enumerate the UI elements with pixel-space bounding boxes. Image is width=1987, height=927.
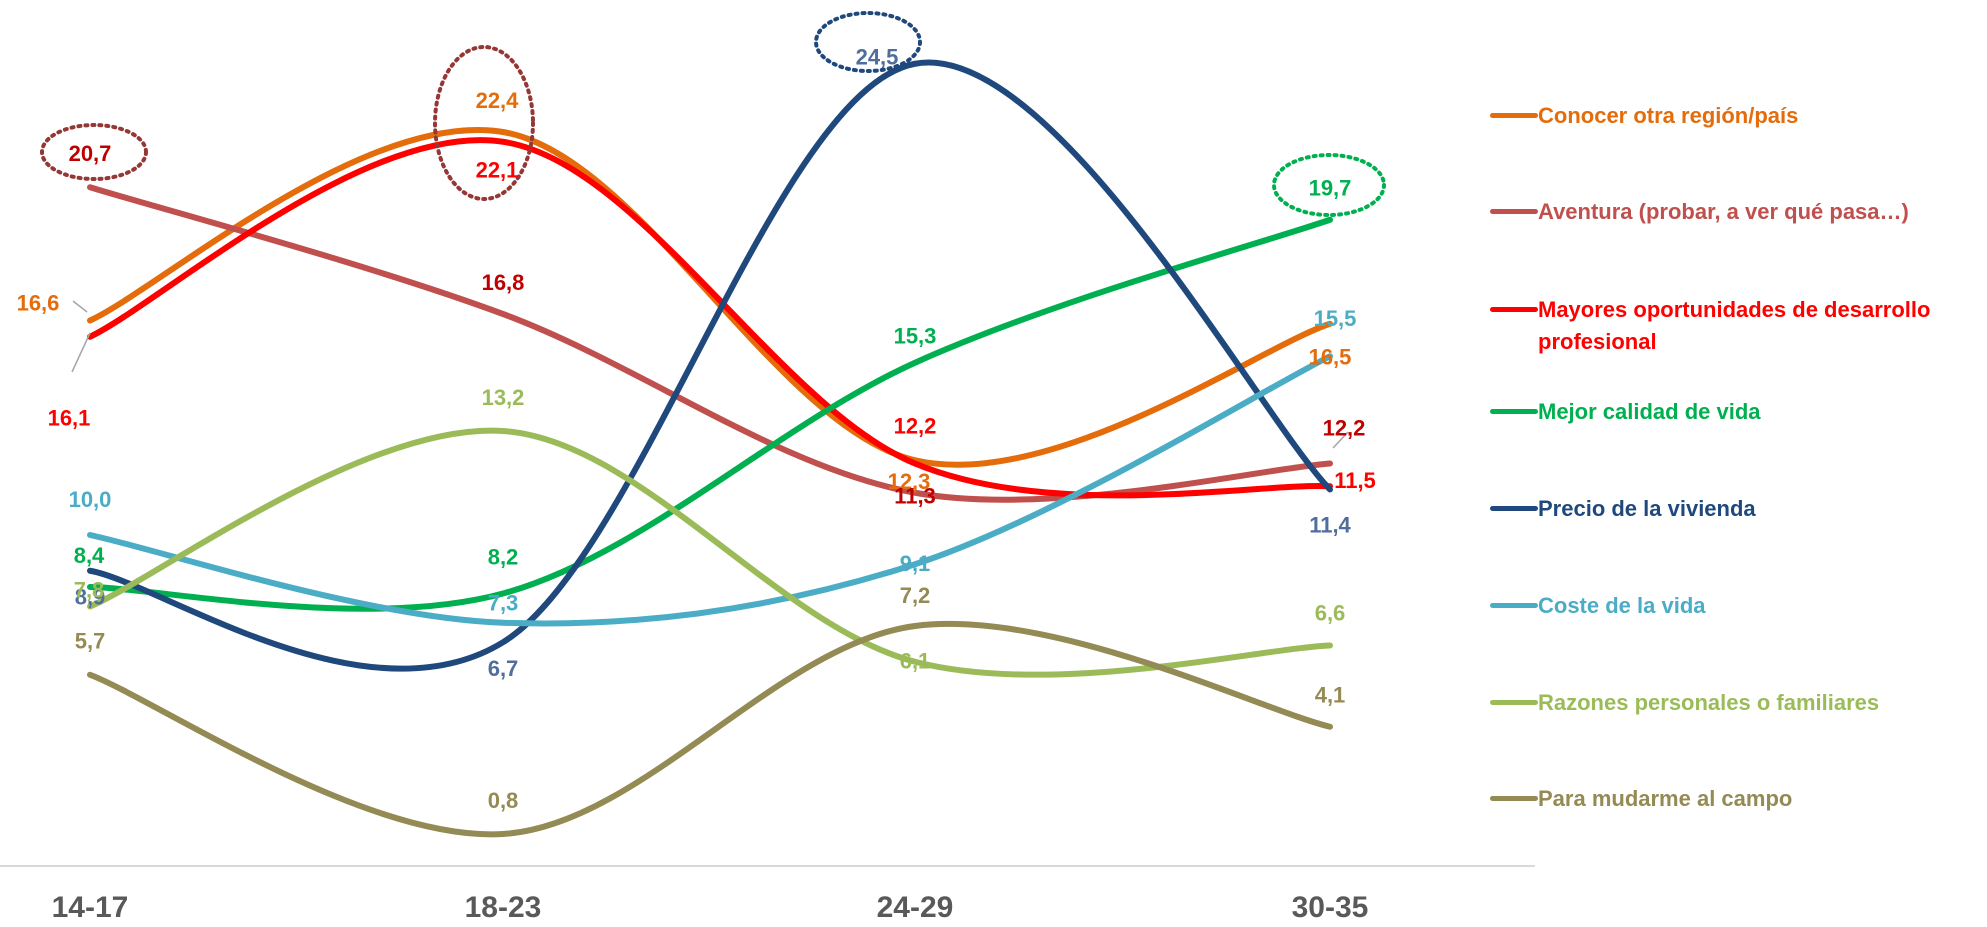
legend-item: Coste de la vida [1490, 590, 1978, 622]
data-label: 5,7 [75, 629, 106, 654]
highlight-callouts [40, 11, 1386, 449]
data-label: 6,7 [488, 656, 519, 681]
data-label: 11,3 [894, 484, 936, 509]
legend-item: Conocer otra región/país [1490, 100, 1978, 132]
data-label: 19,7 [1309, 176, 1352, 201]
series-lines [87, 59, 1333, 838]
legend-swatch [1490, 700, 1538, 705]
legend-swatch [1490, 603, 1538, 608]
data-label: 22,4 [476, 88, 520, 113]
x-tick-label: 18-23 [465, 891, 542, 924]
legend-swatch [1490, 307, 1538, 312]
highlight-callout [40, 123, 148, 181]
legend-label: Mejor calidad de vida [1538, 399, 1761, 424]
data-label: 9,1 [900, 551, 931, 576]
legend-label: Coste de la vida [1538, 593, 1706, 618]
data-label: 8,2 [488, 544, 519, 569]
data-label: 12,2 [894, 413, 937, 438]
series-line-coste-de-la-vida [87, 353, 1333, 627]
data-label: 7,3 [488, 591, 519, 616]
data-label: 16,1 [48, 406, 91, 431]
data-label: 15,5 [1314, 306, 1357, 331]
label-leader-line [71, 332, 91, 373]
data-label: 7,2 [900, 583, 931, 608]
highlight-callout [1272, 153, 1386, 217]
legend-label: Para mudarme al campo [1538, 786, 1793, 811]
x-tick-labels: 14-17 18-23 24-29 30-35 [52, 891, 1369, 924]
series-line-aventura-probar-a-ver-que-pasa [87, 184, 1333, 503]
legend-label: Mayores oportunidades de desarrollo prof… [1538, 297, 1931, 354]
series-line-precio-de-la-vivienda [87, 59, 1333, 672]
data-label: 7,8 [74, 577, 105, 602]
legend-item: Mejor calidad de vida [1490, 396, 1978, 428]
data-label: 6,1 [900, 649, 931, 674]
legend-item: Para mudarme al campo [1490, 783, 1978, 815]
legend-item: Mayores oportunidades de desarrollo prof… [1490, 294, 1978, 358]
series-line-mayores-oportunidades-de-desarrollo-profesional [87, 137, 1333, 499]
x-tick-label: 30-35 [1292, 891, 1369, 924]
data-label: 11,4 [1309, 512, 1351, 537]
data-label: 22,1 [476, 158, 519, 183]
data-label: 16,8 [482, 270, 525, 295]
label-leader-line [1332, 431, 1349, 449]
data-label: 12,2 [1323, 415, 1366, 440]
legend-label: Aventura (probar, a ver qué pasa…) [1538, 199, 1909, 224]
data-label: 0,8 [488, 788, 519, 813]
data-label: 12,3 [888, 469, 931, 494]
data-label: 8,9 [75, 585, 106, 610]
series-line-mejor-calidad-de-vida [87, 216, 1333, 612]
legend-item: Precio de la vivienda [1490, 493, 1978, 525]
data-label: 11,5 [1334, 468, 1376, 493]
legend-swatch [1490, 409, 1538, 414]
x-tick-label: 14-17 [52, 891, 129, 924]
legend-item: Aventura (probar, a ver qué pasa…) [1490, 196, 1978, 228]
data-label: 24,5 [856, 45, 899, 70]
series-line-para-mudarme-al-campo [87, 620, 1333, 838]
data-label: 8,4 [74, 543, 105, 568]
legend-swatch [1490, 113, 1538, 118]
data-labels: 16,6 22,4 12,3 16,5 20,7 16,8 11,3 12,2 16,1 22,1… [17, 45, 1376, 813]
data-label: 16,5 [1309, 345, 1352, 370]
legend-swatch [1490, 796, 1538, 801]
data-label: 15,3 [894, 324, 937, 349]
series-line-razones-personales-o-familiares [87, 427, 1333, 678]
legend-label: Razones personales o familiares [1538, 690, 1880, 715]
legend-swatch [1490, 209, 1538, 214]
highlight-callout [814, 11, 922, 73]
data-label: 10,0 [69, 487, 112, 512]
highlight-callout [433, 45, 535, 201]
label-leader-line [72, 300, 88, 313]
legend-label: Precio de la vivienda [1538, 496, 1756, 521]
legend-swatch [1490, 506, 1538, 511]
x-tick-label: 24-29 [877, 891, 954, 924]
data-label: 16,6 [17, 290, 60, 315]
data-label: 6,6 [1315, 600, 1346, 625]
data-label: 13,2 [482, 385, 525, 410]
data-label: 4,1 [1315, 683, 1346, 708]
legend-label: Conocer otra región/país [1538, 103, 1799, 128]
legend-item: Razones personales o familiares [1490, 687, 1978, 719]
data-label: 20,7 [69, 141, 112, 166]
